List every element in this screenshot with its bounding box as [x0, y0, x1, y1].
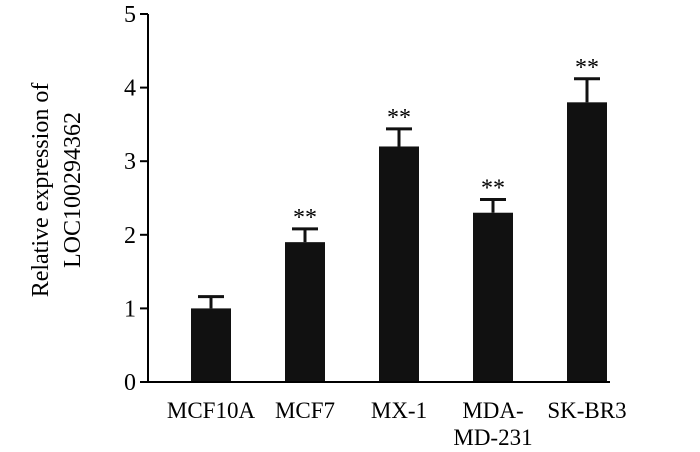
bar: [379, 146, 419, 382]
x-axis: MCF10A MCF7 MX-1 MDA-MD-231 SK-BR3: [148, 381, 627, 450]
y-axis-label-line: LOC100294362: [60, 112, 86, 268]
y-tick-label: 0: [124, 370, 136, 396]
bars: [191, 102, 607, 382]
x-category-label: MX-1: [371, 398, 427, 423]
x-category-label: SK-BR3: [547, 398, 626, 423]
significance-markers: ** ** ** **: [293, 55, 599, 231]
y-tick-label: 5: [124, 2, 136, 28]
error-bars: [198, 77, 600, 309]
significance-marker: **: [293, 205, 317, 231]
y-tick-label: 3: [124, 149, 136, 175]
bar: [567, 102, 607, 382]
significance-marker: **: [481, 175, 505, 201]
bar: [191, 308, 231, 382]
bar: [285, 242, 325, 382]
x-category-label: MD-231: [453, 425, 532, 450]
y-tick-label: 4: [124, 76, 136, 102]
x-category-label: MDA-: [462, 398, 523, 423]
y-axis-label: Relative expression of LOC100294362: [28, 83, 86, 298]
y-tick-label: 1: [124, 296, 136, 322]
significance-marker: **: [387, 105, 411, 131]
significance-marker: **: [575, 55, 599, 81]
x-category-label: MCF7: [275, 398, 335, 423]
y-axis-label-line: Relative expression of: [28, 83, 54, 298]
y-axis: 0 1 2 3 4 5: [124, 2, 149, 396]
x-category-label: MCF10A: [167, 398, 256, 423]
bar: [473, 212, 513, 382]
y-tick-label: 2: [124, 223, 136, 249]
